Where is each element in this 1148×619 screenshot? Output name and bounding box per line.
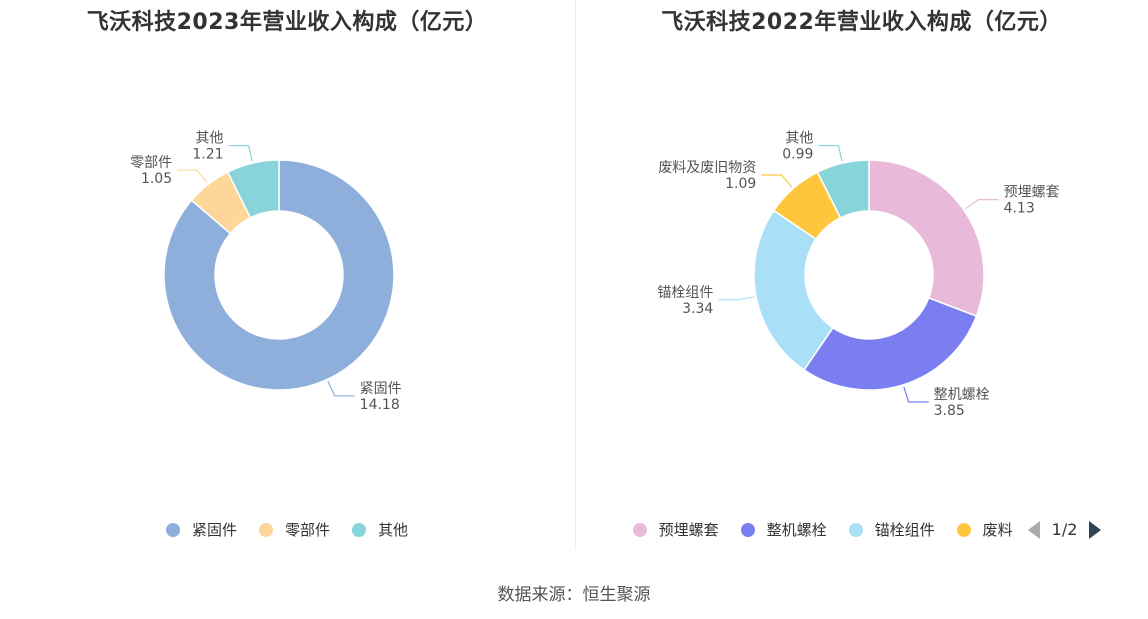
chart0-slice-0-value: 14.18 — [360, 397, 400, 413]
chart1-slice-4[interactable] — [816, 159, 870, 219]
chart0-slice-0-leader — [327, 381, 355, 397]
chart1-slice-3-label: 废料及废旧物资 — [658, 160, 756, 176]
legend-item-parts[interactable]: 零部件 — [258, 519, 330, 540]
legend-label-anchor-bolt: 锚栓组件 — [874, 521, 935, 539]
chart1-slice-4-leader — [818, 144, 843, 162]
chart1-slice-1[interactable] — [803, 296, 978, 391]
chart-panel-2022: 飞沃科技2022年营业收入构成（亿元） 预埋螺套 4.13 整机螺栓 3.85 锚栓组件… — [575, 0, 1148, 560]
chart1-slice-0-value: 4.13 — [1004, 201, 1035, 217]
data-source-note: 数据来源：恒生聚源 — [497, 585, 651, 605]
legend-next-page-icon[interactable] — [1089, 520, 1102, 539]
legend-page-indicator: 1/2 — [1051, 520, 1078, 539]
chart-title-2023: 飞沃科技2023年营业收入构成（亿元） — [86, 10, 488, 35]
legend-marker-parts — [258, 522, 273, 537]
legend-item-embedded-sleeve[interactable]: 预埋螺套 — [632, 519, 719, 540]
chart1-slice-2-label: 锚栓组件 — [657, 285, 713, 301]
chart0-slice-2-value: 1.21 — [192, 147, 223, 163]
legend-2023: 紧固件 零部件 其他 — [0, 519, 574, 540]
panel-divider — [575, 0, 576, 550]
legend-marker-fasteners — [165, 522, 180, 537]
legend-marker-anchor-bolt — [848, 522, 863, 537]
legend-marker-other — [352, 522, 366, 537]
chart1-slice-2-leader — [718, 296, 755, 301]
chart1-slice-1-label: 整机螺栓 — [934, 387, 990, 403]
chart0-slice-0[interactable] — [163, 159, 395, 391]
chart0-slice-1-label: 零部件 — [130, 155, 172, 171]
chart1-slice-3-value: 1.09 — [725, 176, 756, 192]
legend-item-machine-bolt[interactable]: 整机螺栓 — [740, 519, 827, 540]
chart0-slice-2[interactable] — [226, 159, 280, 219]
chart0-slice-2-label: 其他 — [196, 131, 224, 147]
legend-pager: 1/2 — [1027, 520, 1102, 539]
chart1-slice-4-value: 0.99 — [782, 147, 813, 163]
chart-title-2022: 飞沃科技2022年营业收入构成（亿元） — [661, 10, 1062, 35]
legend-marker-machine-bolt — [740, 522, 755, 537]
chart-panel-2023: 飞沃科技2023年营业收入构成（亿元） 紧固件 14.18 零部件 1.05 其他 1.2… — [0, 0, 574, 560]
legend-prev-page-icon[interactable] — [1027, 520, 1040, 539]
legend-marker-scrap — [956, 522, 971, 537]
legend-item-other[interactable]: 其他 — [352, 519, 408, 540]
legend-label-scrap: 废料 — [982, 521, 1013, 539]
legend-item-anchor-bolt[interactable]: 锚栓组件 — [848, 519, 935, 540]
legend-item-fasteners[interactable]: 紧固件 — [165, 519, 237, 540]
chart1-slice-0-label: 预埋螺套 — [1004, 185, 1060, 201]
chart1-slice-1-value: 3.85 — [934, 403, 965, 419]
legend-label-embedded-sleeve: 预埋螺套 — [658, 521, 719, 539]
chart1-slice-3-leader — [761, 174, 793, 188]
legend-marker-embedded-sleeve — [632, 522, 647, 537]
chart0-slice-0-label: 紧固件 — [360, 381, 402, 397]
chart0-slice-1-leader — [177, 169, 208, 184]
legend-label-other: 其他 — [378, 521, 409, 539]
chart0-slice-2-leader — [228, 144, 253, 162]
legend-label-fasteners: 紧固件 — [191, 521, 237, 539]
chart0-slice-1-value: 1.05 — [141, 171, 172, 187]
chart1-slice-0-leader — [965, 199, 999, 210]
legend-2022: 预埋螺套 整机螺栓 锚栓组件 废料 1/2 — [575, 519, 1148, 540]
legend-label-parts: 零部件 — [284, 521, 330, 539]
legend-item-scrap[interactable]: 废料 — [956, 519, 1013, 540]
chart1-slice-0[interactable] — [868, 159, 985, 318]
legend-label-machine-bolt: 整机螺栓 — [766, 521, 827, 539]
chart1-slice-1-leader — [903, 386, 929, 403]
chart1-slice-2[interactable] — [753, 209, 834, 371]
chart1-slice-2-value: 3.34 — [682, 301, 713, 317]
chart1-slice-4-label: 其他 — [785, 131, 813, 147]
